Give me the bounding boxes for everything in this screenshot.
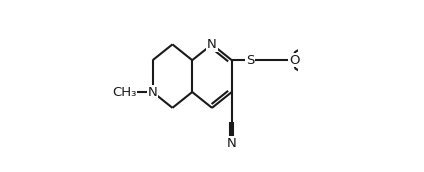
Text: O: O bbox=[289, 54, 299, 67]
Text: S: S bbox=[245, 54, 254, 67]
Text: CH₃: CH₃ bbox=[112, 85, 137, 99]
Text: N: N bbox=[227, 137, 237, 150]
Text: N: N bbox=[148, 85, 158, 99]
Text: N: N bbox=[207, 38, 217, 51]
